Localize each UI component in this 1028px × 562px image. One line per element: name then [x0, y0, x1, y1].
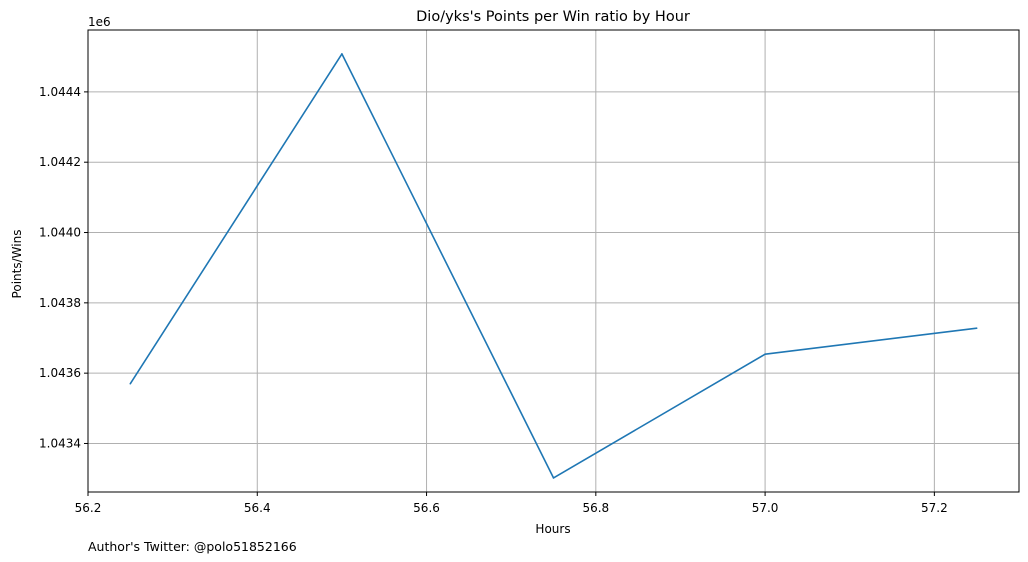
x-axis-label: Hours — [535, 522, 570, 536]
chart-title: Dio/yks's Points per Win ratio by Hour — [416, 9, 690, 25]
y-tick-label: 1.0438 — [39, 296, 81, 310]
x-tick-label: 56.4 — [244, 501, 271, 515]
series-layer — [129, 53, 978, 479]
data-point — [129, 382, 132, 385]
x-axis-ticks: 56.2 56.4 56.6 56.8 57.0 57.2 — [75, 492, 948, 515]
x-tick-label: 56.6 — [413, 501, 440, 515]
y-tick-label: 1.0436 — [39, 366, 81, 380]
y-axis-ticks: 1.0434 1.0436 1.0438 1.0440 1.0442 1.0444 — [39, 85, 88, 450]
data-point — [975, 327, 978, 329]
x-tick-label: 57.2 — [921, 501, 948, 515]
y-tick-label: 1.0434 — [39, 436, 81, 450]
grid-lines — [87, 30, 1019, 492]
data-point — [764, 353, 766, 355]
y-axis-label: Points/Wins — [10, 230, 24, 299]
data-point — [552, 477, 555, 479]
data-point — [341, 53, 343, 55]
y-tick-label: 1.0442 — [39, 155, 81, 169]
y-tick-label: 1.0444 — [39, 85, 81, 99]
author-footnote: Author's Twitter: @polo51852166 — [88, 539, 297, 554]
y-offset-label: 1e6 — [88, 15, 111, 29]
plot-frame — [87, 29, 1020, 493]
y-tick-label: 1.0440 — [39, 226, 81, 240]
x-tick-label: 56.2 — [75, 501, 102, 515]
x-tick-label: 56.8 — [582, 501, 609, 515]
x-tick-label: 57.0 — [752, 501, 779, 515]
